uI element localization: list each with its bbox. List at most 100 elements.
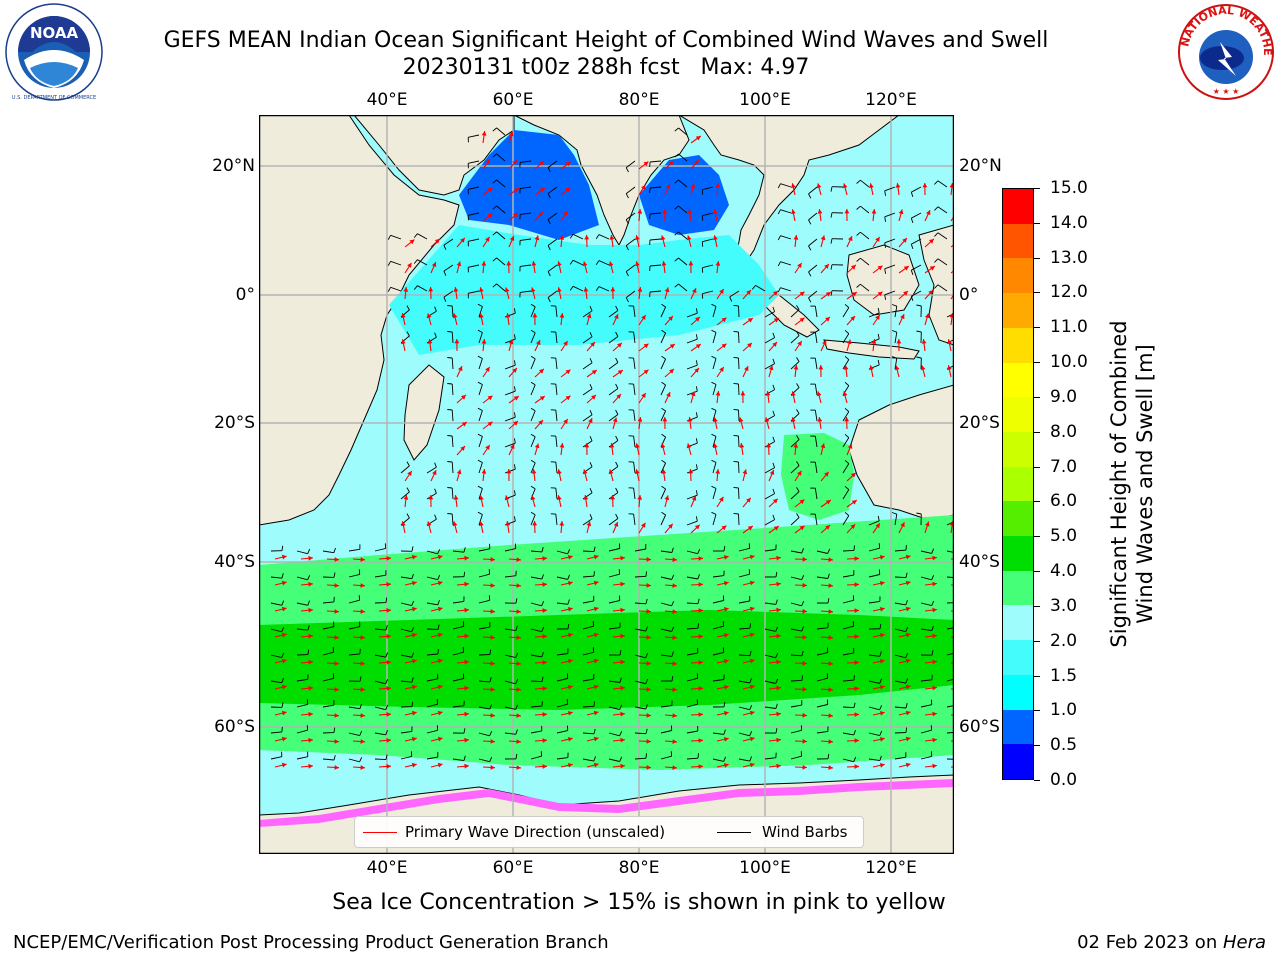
- wind-barb: [868, 732, 880, 737]
- wave-direction-arrowhead: [437, 684, 443, 690]
- wind-barb: [729, 290, 740, 298]
- wind-barb-flag: [569, 234, 574, 239]
- wave-direction-arrowhead: [802, 712, 807, 718]
- wind-barb-flag: [661, 459, 666, 464]
- wind-barb: [530, 680, 543, 683]
- wind-barb-flag: [615, 487, 619, 493]
- wind-barb: [816, 704, 828, 708]
- wind-barb: [814, 514, 818, 526]
- wave-direction-arrowhead: [620, 607, 625, 613]
- wind-barb: [911, 186, 922, 193]
- wind-barb: [468, 160, 480, 164]
- wind-barb: [780, 183, 792, 188]
- wave-direction-arrowhead: [281, 606, 287, 612]
- wind-barb-flag: [749, 731, 753, 736]
- wind-barb-flag: [625, 297, 629, 303]
- wind-barb-flag: [711, 407, 717, 411]
- colorbar-tick-label: 14.0: [1050, 212, 1088, 233]
- wave-direction-arrowhead: [816, 391, 822, 397]
- wind-barb-flag: [463, 571, 466, 577]
- wind-barb: [478, 488, 483, 500]
- wind-barb: [572, 233, 584, 240]
- wave-direction-arrowhead: [637, 209, 643, 214]
- wind-barb: [296, 703, 308, 708]
- wave-direction-arrowhead: [723, 659, 729, 664]
- wind-barb: [738, 680, 750, 684]
- wave-direction-arrowhead: [848, 236, 853, 242]
- wind-barb-flag: [711, 303, 717, 307]
- wind-barb: [920, 755, 932, 760]
- wind-barb: [608, 492, 619, 500]
- wind-barb: [790, 550, 802, 554]
- wind-barb-flag: [406, 331, 410, 337]
- wind-barb-flag: [615, 461, 619, 467]
- wave-direction-arrowhead: [749, 606, 755, 612]
- wind-barbs-layer: [270, 127, 954, 763]
- wind-barb: [374, 758, 387, 760]
- wind-barb: [322, 626, 334, 630]
- wave-direction-arrowhead: [557, 495, 562, 501]
- wave-height-map: [258, 114, 955, 855]
- wave-direction-arrowhead: [738, 417, 744, 423]
- wind-barb-flag: [477, 381, 483, 385]
- wind-barb-flag: [796, 435, 800, 440]
- wind-barb: [478, 599, 490, 604]
- wind-barb: [814, 332, 818, 344]
- wave-direction-arrowhead: [437, 736, 443, 742]
- wave-direction-arrowhead: [479, 495, 484, 501]
- wind-barb: [270, 756, 282, 760]
- wind-barb-flag: [674, 153, 679, 158]
- wind-barb: [780, 287, 792, 292]
- wave-direction-arrowhead: [567, 555, 573, 560]
- wave-direction-arrowhead: [281, 762, 287, 768]
- wave-direction-arrowhead: [932, 711, 937, 717]
- wind-barb: [504, 575, 516, 578]
- wind-barb: [582, 705, 595, 708]
- wave-direction-arrowhead: [793, 443, 799, 448]
- wave-direction-arrowhead: [437, 632, 443, 638]
- wind-barb: [686, 730, 698, 734]
- wind-barb-flag: [447, 461, 453, 463]
- wind-barb: [633, 332, 636, 344]
- lat-tick-right-0: 0°: [959, 285, 979, 305]
- wind-barb-flag: [515, 652, 519, 658]
- wind-barb: [678, 179, 688, 188]
- wave-direction-arrowhead: [360, 765, 365, 770]
- wind-barb: [520, 186, 532, 189]
- wave-direction-arrowhead: [281, 658, 287, 664]
- wave-direction-arrowhead: [695, 344, 701, 349]
- wave-direction-arrowhead: [802, 608, 807, 614]
- wave-direction-arrowhead: [723, 607, 729, 612]
- wave-direction-arrowhead: [485, 367, 490, 372]
- wind-barb: [504, 442, 516, 448]
- colorbar-tick-label: 0.5: [1050, 735, 1078, 756]
- wave-direction-arrowhead: [791, 417, 796, 423]
- colorbar-tick-label: 7.0: [1050, 456, 1078, 477]
- wave-direction-arrowhead: [799, 317, 805, 323]
- colorbar-tick-mark: [1034, 292, 1040, 294]
- colorbar-segment: [1003, 431, 1033, 467]
- wind-barb-flag: [447, 357, 453, 359]
- wave-direction-arrowhead: [871, 209, 877, 214]
- wind-barb-flag: [589, 514, 593, 519]
- wind-barb: [808, 238, 818, 247]
- wave-direction-arrowhead: [534, 443, 540, 449]
- wind-barb: [814, 462, 818, 474]
- wind-barb-flag: [492, 153, 497, 158]
- wind-barb-flag: [879, 730, 883, 736]
- wave-direction-arrowhead: [609, 443, 615, 448]
- wave-direction-arrowhead: [802, 634, 807, 640]
- wind-barb: [478, 706, 490, 710]
- wave-direction-arrowhead: [431, 262, 437, 267]
- wind-barb: [660, 488, 667, 500]
- wave-direction-arrowhead: [461, 422, 467, 427]
- wave-direction-arrowhead: [452, 313, 458, 319]
- wave-direction-arrowhead: [530, 287, 536, 293]
- wave-direction-arrowhead: [539, 161, 544, 166]
- wind-barb-flag: [333, 572, 336, 578]
- wind-barb: [702, 290, 714, 295]
- wave-direction-arrowhead: [542, 608, 547, 613]
- wind-barb: [530, 332, 536, 344]
- wind-barb: [894, 549, 907, 552]
- wave-direction-arrowhead: [432, 470, 437, 476]
